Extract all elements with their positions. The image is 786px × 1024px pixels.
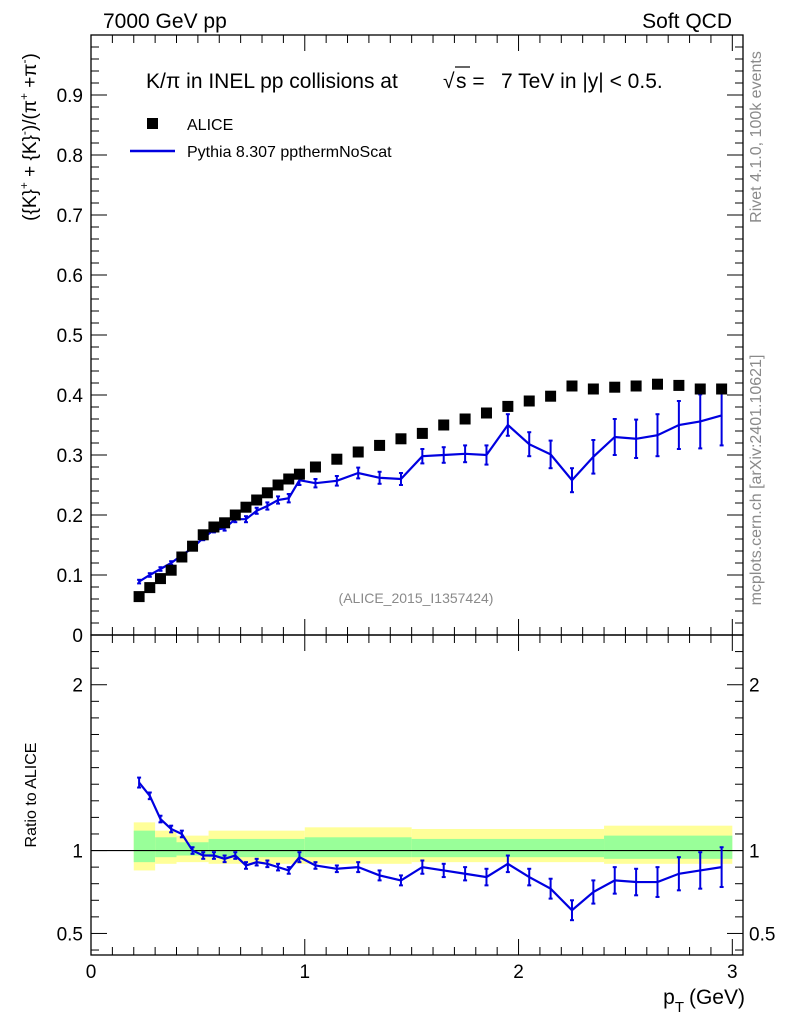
title-main: K/π in INEL pp collisions at <box>146 70 398 93</box>
legend-label-alice: ALICE <box>187 117 233 134</box>
ratio-y-tick-label-right: 1 <box>749 842 760 863</box>
alice-point <box>331 453 343 465</box>
alice-point <box>673 379 685 391</box>
ratio-band-inner <box>304 837 412 858</box>
alice-point <box>261 487 273 499</box>
alice-point <box>133 591 145 603</box>
x-axis-label-sub: T <box>675 999 684 1016</box>
header-left: 7000 GeV pp <box>103 10 227 33</box>
alice-point <box>523 395 535 407</box>
alice-point <box>480 407 492 419</box>
alice-point <box>229 509 241 521</box>
alice-point <box>187 540 199 552</box>
alice-point <box>374 439 386 451</box>
alice-point <box>240 501 252 513</box>
pythia-line <box>138 414 722 583</box>
x-tick-label: 3 <box>727 962 738 983</box>
x-axis-label: pT (GeV) <box>663 986 745 1016</box>
alice-point <box>545 390 557 402</box>
alice-point <box>144 582 156 594</box>
main-y-tick-label: 0.5 <box>57 326 83 347</box>
alice-point <box>587 383 599 395</box>
alice-series-main <box>133 378 728 603</box>
alice-point <box>651 378 663 390</box>
main-y-tick-label: 0.2 <box>57 506 83 527</box>
main-y-tick-label: 0.7 <box>57 206 83 227</box>
title-sqrt: √ <box>443 70 455 93</box>
ratio-y-tick-label-right: 2 <box>749 676 760 697</box>
alice-point <box>293 468 305 480</box>
alice-point <box>716 383 728 395</box>
title-s: s = <box>456 70 485 93</box>
alice-point <box>438 419 450 431</box>
legend: ALICE Pythia 8.307 ppthermNoScat <box>130 117 392 161</box>
alice-point <box>416 427 428 439</box>
alice-point <box>165 564 177 576</box>
chart-title: K/π in INEL pp collisions at √ s = 7 TeV… <box>146 66 663 93</box>
ratio-y-tick-label: 2 <box>72 676 83 697</box>
ratio-plot-frame <box>90 634 744 956</box>
alice-point <box>630 380 642 392</box>
title-energy: 7 TeV in |y| < 0.5. <box>501 70 663 93</box>
alice-point <box>609 381 621 393</box>
ratio-y-tick-label-right: 0.5 <box>749 924 775 945</box>
header-right: Soft QCD <box>642 10 732 33</box>
alice-point <box>176 551 188 563</box>
alice-point <box>251 494 263 506</box>
analysis-watermark: (ALICE_2015_I1357424) <box>339 590 494 606</box>
alice-point <box>309 461 321 473</box>
main-y-tick-label: 0.8 <box>57 146 83 167</box>
ratio-band-inner <box>208 838 305 858</box>
x-tick-label: 2 <box>513 962 524 983</box>
alice-point <box>694 383 706 395</box>
alice-point <box>566 380 578 392</box>
main-plot-panel: 0 0.1 0.2 0.3 0.4 0.5 0.6 0.7 0.8 0.9 (ALICE_2015… <box>57 34 744 647</box>
alice-point <box>197 529 209 541</box>
ratio-y-axis-label: Ratio to ALICE <box>23 743 40 848</box>
main-y-tick-label: 0.3 <box>57 446 83 467</box>
x-tick-label: 1 <box>299 962 310 983</box>
x-axis-label-unit: (GeV) <box>689 986 745 1009</box>
ratio-y-tick-label: 0.5 <box>57 924 83 945</box>
ratio-band-inner <box>155 837 177 858</box>
ratio-axis-ticks <box>90 635 743 955</box>
alice-point <box>219 517 231 529</box>
alice-point <box>502 400 514 412</box>
ratio-band-inner <box>133 830 156 863</box>
alice-point <box>459 413 471 425</box>
ratio-uncertainty-bands <box>133 822 733 871</box>
rivet-label: Rivet 4.1.0, 100k events <box>748 51 765 223</box>
ratio-y-tick-label: 1 <box>72 842 83 863</box>
alice-point <box>395 433 407 445</box>
alice-point <box>154 573 166 585</box>
mcplots-label: mcplots.cern.ch [arXiv:2401.10621] <box>748 355 765 606</box>
main-y-tick-label: 0.9 <box>57 86 83 107</box>
ratio-band-inner <box>411 838 605 858</box>
x-tick-label: 0 <box>86 962 97 983</box>
main-y-tick-label: 0 <box>72 626 83 647</box>
main-axis-ticks <box>90 35 743 636</box>
x-axis-label-p: p <box>663 986 675 1009</box>
main-y-tick-label: 0.6 <box>57 266 83 287</box>
main-y-tick-label: 0.4 <box>57 386 84 407</box>
alice-point <box>272 479 284 491</box>
main-y-tick-label: 0.1 <box>57 566 83 587</box>
alice-point <box>283 473 295 485</box>
ratio-plot-panel: 0.5 0.5 1 1 2 2 0 1 2 3 <box>57 634 776 983</box>
main-y-axis-label: ({K}+ + {K}-)/(π+ +π-) <box>17 53 41 221</box>
alice-point <box>352 446 364 458</box>
legend-marker-alice <box>147 118 158 129</box>
ratio-band-inner <box>604 835 733 859</box>
ratio-y-tick-labels: 0.5 0.5 1 1 2 2 <box>57 676 776 946</box>
pythia-ratio-line <box>138 781 722 912</box>
pythia-ratio-series <box>137 776 724 922</box>
alice-point <box>208 521 220 533</box>
legend-label-pythia: Pythia 8.307 ppthermNoScat <box>187 144 392 161</box>
ratio-x-tick-labels: 0 1 2 3 <box>86 962 738 983</box>
pythia-series-main <box>137 384 724 585</box>
main-y-tick-labels: 0 0.1 0.2 0.3 0.4 0.5 0.6 0.7 0.8 0.9 <box>57 86 84 647</box>
